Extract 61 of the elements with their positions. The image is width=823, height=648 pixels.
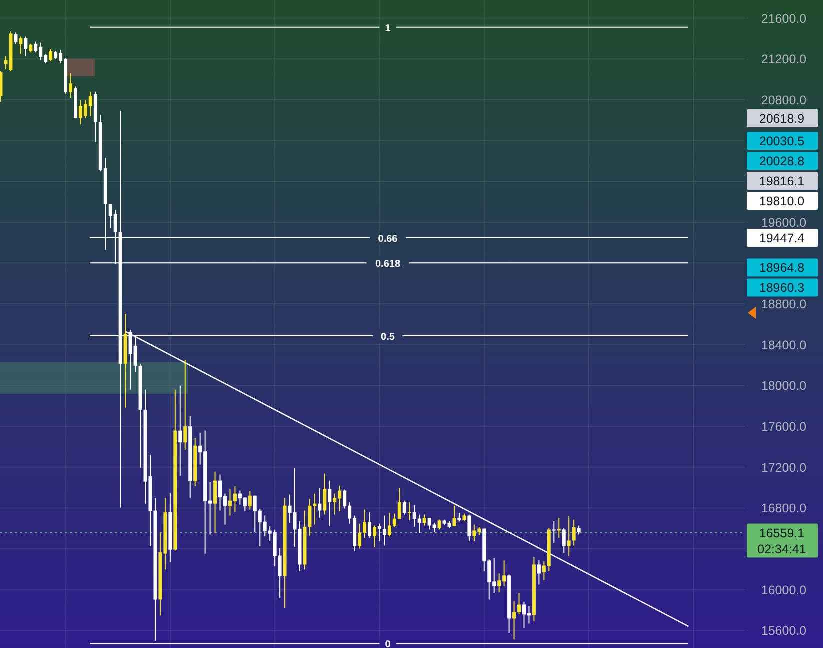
ref-line-label: 16559.1 <box>759 526 805 540</box>
candlestick <box>382 515 386 546</box>
text: 18964.8 <box>759 261 805 276</box>
annotation: 1 <box>385 23 392 34</box>
candlestick <box>378 523 382 542</box>
annotation: 0.66 <box>378 234 398 246</box>
candlestick <box>402 500 406 516</box>
candlestick <box>0 70 3 103</box>
y-tick-label: 20800.0 <box>761 94 807 108</box>
y-tick-label: 18400.0 <box>761 338 807 352</box>
candlestick <box>452 505 456 527</box>
candlestick <box>537 560 541 586</box>
y-tick-label: 19600.0 <box>761 216 807 230</box>
y-tick-label: 21600.0 <box>761 12 807 26</box>
candlestick <box>248 490 252 510</box>
annotation: 0.5 <box>381 332 396 344</box>
text: 19816.1 <box>759 174 805 189</box>
text: 18960.3 <box>759 281 805 296</box>
candlestick <box>214 471 218 534</box>
candlestick <box>372 525 376 548</box>
y-tick-label: 16800.0 <box>761 502 807 516</box>
candlestick <box>323 473 327 516</box>
text: 02:34:41 <box>758 542 806 556</box>
candlestick <box>14 32 18 44</box>
candlestick <box>318 488 322 519</box>
text: 20618.9 <box>759 112 805 126</box>
y-tick-label: 16000.0 <box>761 583 807 598</box>
candlestick <box>49 48 53 62</box>
candlestick <box>552 520 556 544</box>
candlestick <box>567 516 571 557</box>
candlestick <box>368 512 372 539</box>
candlestick <box>408 502 412 521</box>
text: 19447.4 <box>759 232 805 246</box>
candlestick <box>412 504 416 528</box>
text: 20028.8 <box>759 154 805 169</box>
y-tick-label: 17600.0 <box>761 420 807 434</box>
candlestick <box>422 514 426 526</box>
y-tick-label: 18000.0 <box>761 379 807 394</box>
candlestick <box>358 523 362 550</box>
y-tick-label: 17200.0 <box>761 460 807 475</box>
candlestick <box>178 385 182 476</box>
candlestick <box>69 72 73 98</box>
candlestick <box>438 519 442 530</box>
candlestick <box>557 518 561 539</box>
candlestick <box>572 519 576 546</box>
y-tick-label: 21200.0 <box>761 52 807 67</box>
candlestick <box>418 514 422 534</box>
text: 20030.5 <box>759 134 805 149</box>
candlestick <box>363 509 367 539</box>
y-tick-label: 15600.0 <box>761 624 807 638</box>
candlestick <box>398 488 402 520</box>
candlestick <box>184 360 188 450</box>
candlestick <box>468 514 472 542</box>
candlestick <box>24 36 28 57</box>
annotation: 0 <box>385 640 392 648</box>
text: 19810.0 <box>759 194 805 209</box>
candlestick <box>328 480 332 527</box>
candlestick <box>562 528 566 554</box>
y-tick-label: 18800.0 <box>761 298 807 312</box>
candlestick <box>19 36 23 55</box>
annotation: 0.618 <box>375 259 401 270</box>
